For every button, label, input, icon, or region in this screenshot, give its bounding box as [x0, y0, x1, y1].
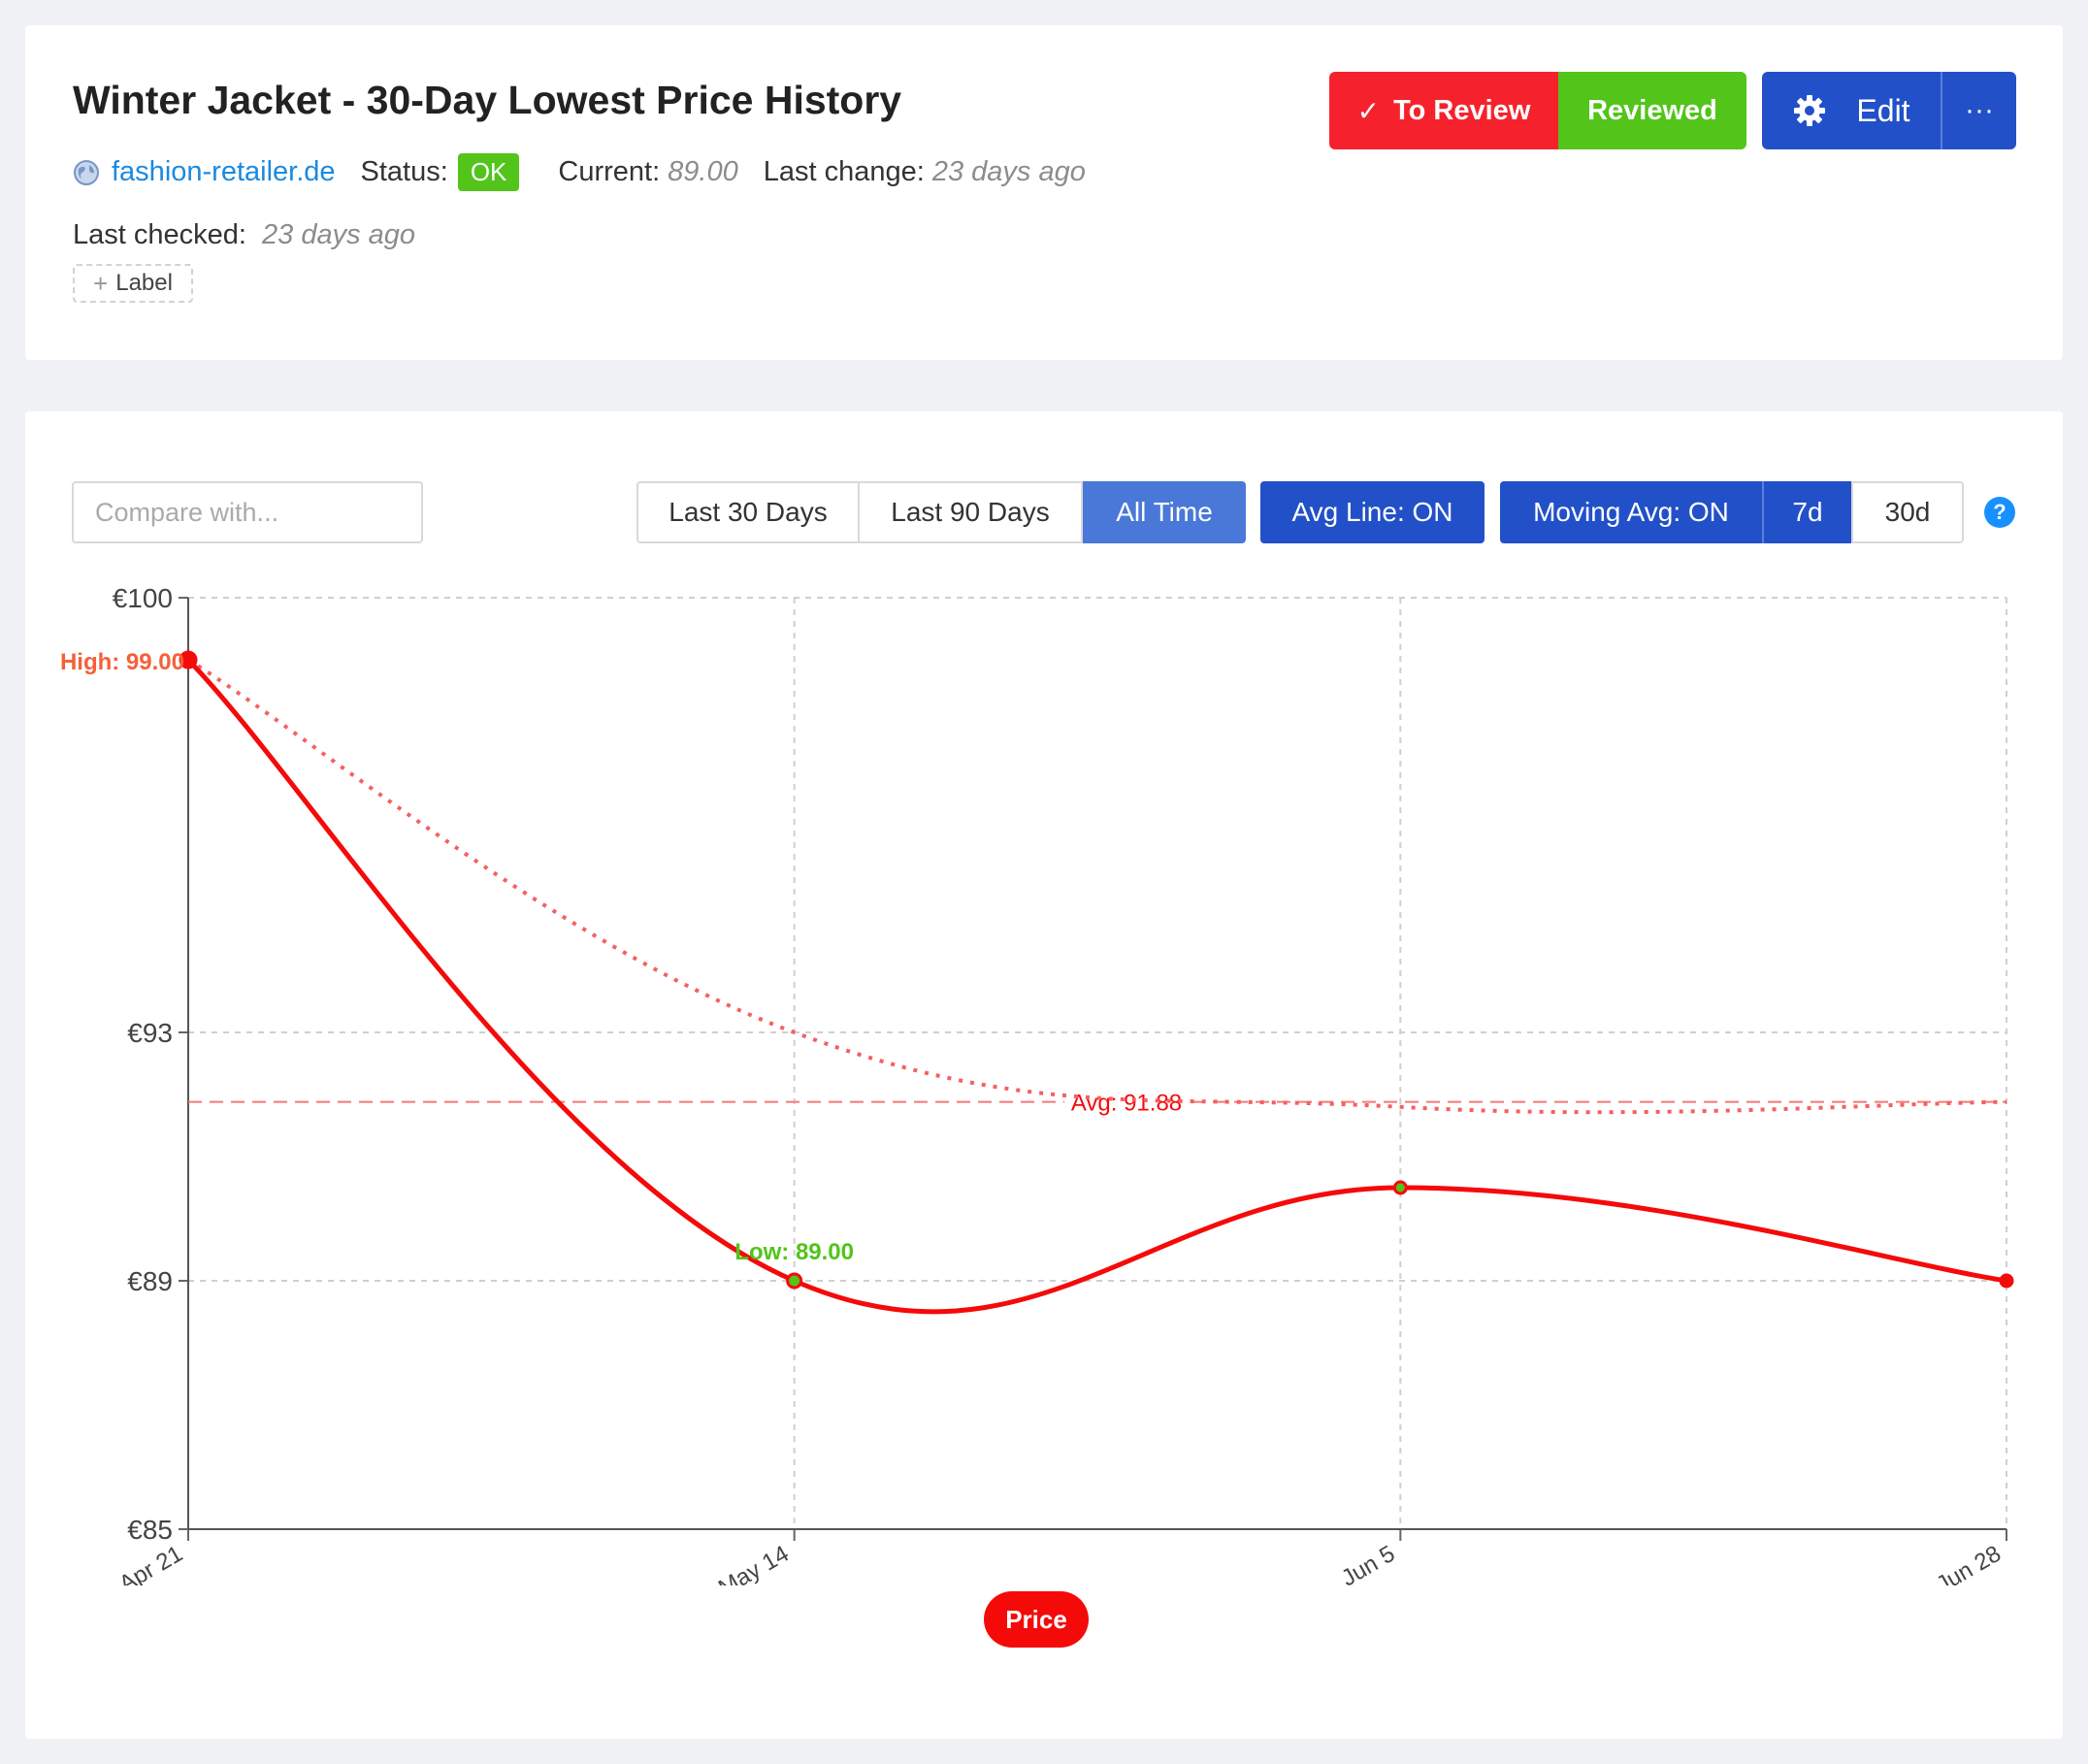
range-selector: Last 30 Days Last 90 Days All Time: [636, 481, 1246, 543]
price-point: [786, 1272, 803, 1290]
low-label: Low: 89.00: [734, 1239, 854, 1265]
range-all-time[interactable]: All Time: [1083, 481, 1246, 543]
page-title: Winter Jacket - 30-Day Lowest Price Hist…: [73, 78, 902, 122]
high-label: High: 99.00: [60, 649, 184, 675]
add-label-button[interactable]: + Label: [73, 264, 193, 303]
ma-window-30d[interactable]: 30d: [1851, 481, 1964, 543]
more-options-button[interactable]: ···: [1941, 72, 2016, 149]
avg-line-toggle[interactable]: Avg Line: ON: [1260, 481, 1484, 543]
reviewed-label: Reviewed: [1587, 94, 1717, 126]
last-checked-row: Last checked: 23 days ago: [73, 219, 415, 251]
current-value: 89.00: [668, 156, 738, 187]
more-icon: ···: [1965, 94, 1994, 126]
range-last-90-days[interactable]: Last 90 Days: [860, 481, 1083, 543]
add-label-text: Label: [115, 270, 173, 296]
last-checked-value: 23 days ago: [262, 219, 416, 250]
site-link[interactable]: fashion-retailer.de: [112, 156, 336, 187]
x-tick-label: May 14: [714, 1541, 794, 1585]
status-label: Status:: [360, 156, 448, 187]
price-point: [1392, 1180, 1408, 1195]
help-icon[interactable]: ?: [1984, 497, 2015, 528]
gear-icon: [1794, 95, 1826, 126]
to-review-button[interactable]: ✓ To Review: [1329, 72, 1558, 149]
check-icon: ✓: [1356, 95, 1381, 126]
price-point: [179, 650, 198, 670]
price-line: [186, 658, 2007, 1315]
reviewed-button[interactable]: Reviewed: [1558, 72, 1746, 149]
range-last-30-days[interactable]: Last 30 Days: [636, 481, 860, 543]
y-tick-label: €93: [127, 1018, 173, 1048]
moving-avg-toggle[interactable]: Moving Avg: ON: [1500, 481, 1762, 543]
edit-button-group: Edit ···: [1762, 72, 2016, 149]
price-point: [1999, 1273, 2014, 1289]
edit-label: Edit: [1856, 92, 1910, 128]
globe-icon: [74, 159, 99, 185]
x-tick-label: Jun 28: [1932, 1541, 2006, 1585]
x-tick-label: Jun 5: [1337, 1541, 1399, 1585]
ma-window-7d[interactable]: 7d: [1762, 481, 1851, 543]
chart-card: Last 30 Days Last 90 Days All Time Avg L…: [25, 411, 2063, 1739]
current-label: Current:: [558, 156, 661, 187]
moving-avg-group: Moving Avg: ON 7d 30d: [1500, 481, 1964, 543]
legend-price[interactable]: Price: [984, 1591, 1089, 1648]
y-tick-label: €85: [127, 1515, 173, 1545]
edit-button[interactable]: Edit: [1762, 72, 1941, 149]
plus-icon: +: [93, 268, 109, 298]
to-review-label: To Review: [1393, 94, 1531, 126]
review-button-group: ✓ To Review Reviewed: [1329, 72, 1746, 149]
moving-average-line: [186, 658, 2007, 1115]
x-tick-label: Apr 21: [114, 1541, 187, 1585]
average-label: Avg: 91.88: [1071, 1091, 1182, 1117]
product-header-card: Winter Jacket - 30-Day Lowest Price Hist…: [25, 25, 2063, 360]
compare-input[interactable]: [72, 481, 423, 543]
y-tick-label: €89: [127, 1266, 173, 1296]
last-change-value: 23 days ago: [931, 156, 1086, 187]
status-badge: OK: [457, 153, 520, 191]
meta-row: fashion-retailer.de Status: OK Current: …: [73, 153, 1086, 191]
last-checked-label: Last checked:: [73, 219, 246, 250]
last-change-label: Last change:: [763, 156, 925, 187]
y-tick-label: €100: [113, 583, 173, 613]
